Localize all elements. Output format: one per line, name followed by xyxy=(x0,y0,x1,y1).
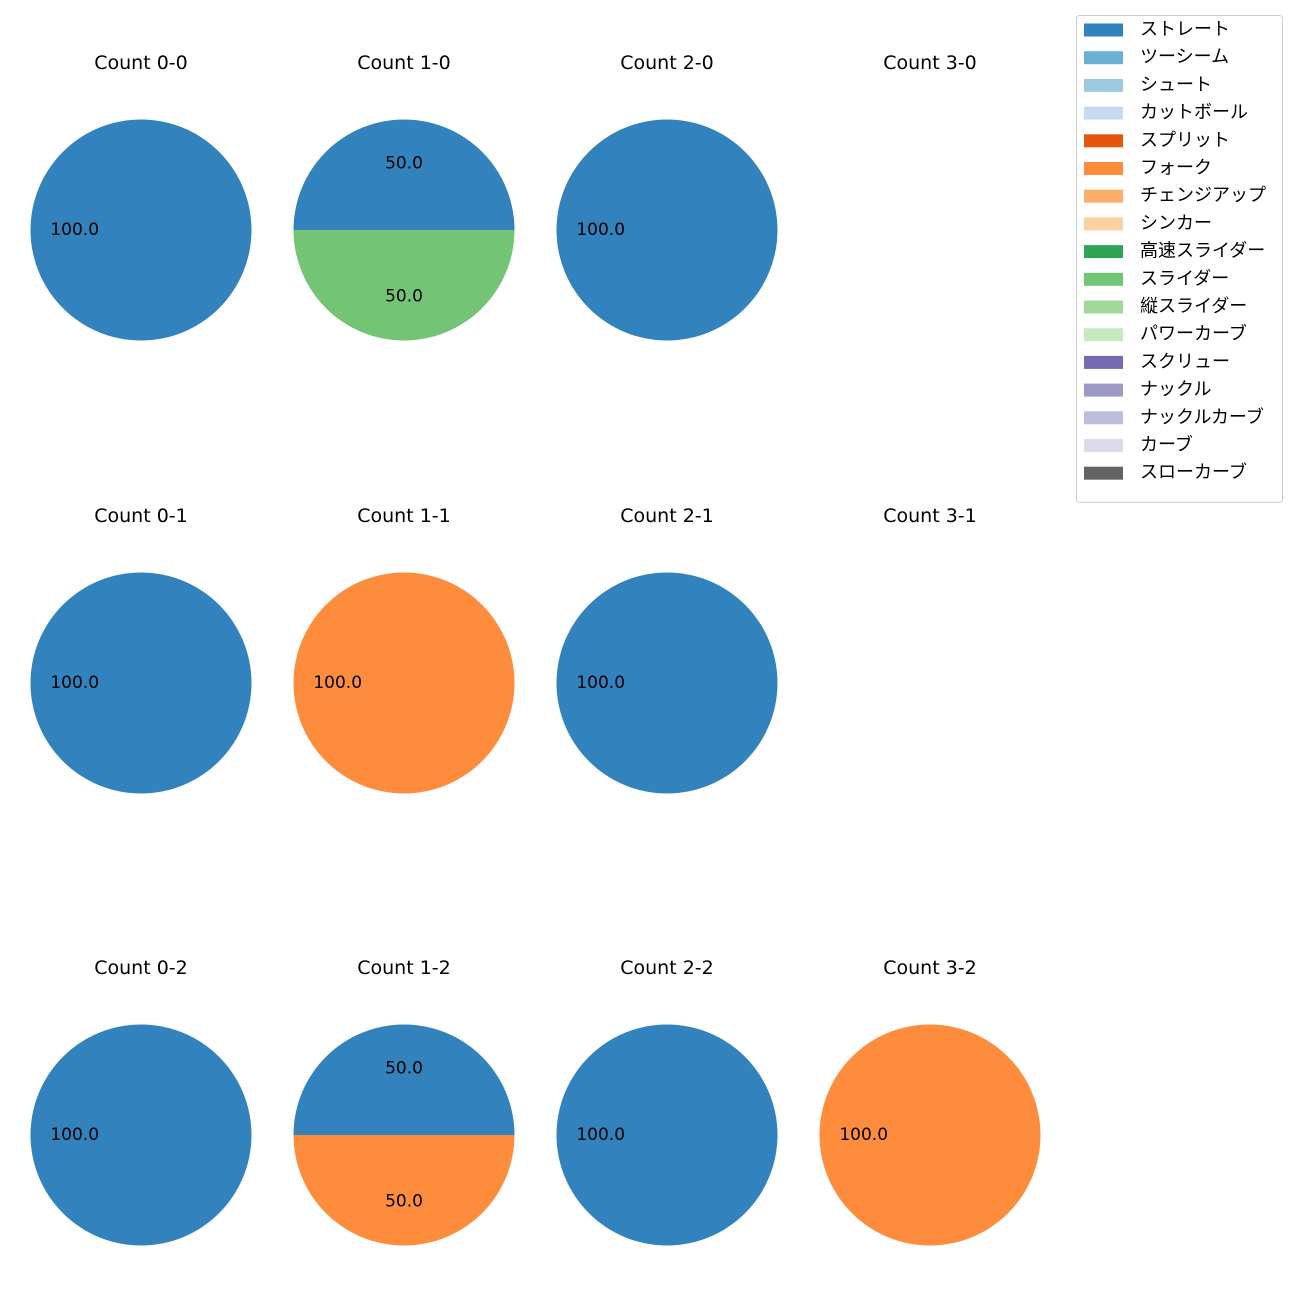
legend-label-10: 縦スライダー xyxy=(1140,296,1247,317)
legend-swatch-11 xyxy=(1084,328,1123,342)
pie-panel-count-0-0-title: Count 0-0 xyxy=(94,52,188,74)
pie-panel-count-0-2-slice-0 xyxy=(30,1024,252,1246)
legend-swatch-4 xyxy=(1084,134,1123,148)
pie-panel-count-0-1: Count 0-1 100.0 xyxy=(30,505,252,794)
pie-panel-count-0-0-slice-0 xyxy=(30,119,252,341)
legend-swatch-7 xyxy=(1084,217,1123,231)
legend-swatch-5 xyxy=(1084,162,1123,175)
pie-panel-count-3-2-slice-0-label: 100.0 xyxy=(839,1125,888,1145)
pie-panel-count-0-2-slice-0-label: 100.0 xyxy=(50,1125,99,1145)
pie-panel-count-3-2: Count 3-2 100.0 xyxy=(819,957,1041,1246)
legend-swatch-2 xyxy=(1084,78,1123,92)
legend-label-3: カットボール xyxy=(1140,102,1248,123)
legend-label-14: ナックルカーブ xyxy=(1140,406,1264,428)
pie-panel-count-0-1-slice-0 xyxy=(30,572,252,794)
pie-panel-count-2-1-slice-0-label: 100.0 xyxy=(576,673,625,693)
pie-panel-count-1-0: Count 1-0 50.0 50.0 xyxy=(293,52,515,341)
legend-label-8: 高速スライダー xyxy=(1140,241,1265,262)
legend-label-4: スプリット xyxy=(1140,130,1230,151)
pie-panel-count-1-2-slice-0 xyxy=(293,1024,515,1135)
legend-label-1: ツーシーム xyxy=(1140,47,1229,68)
pie-panel-count-2-1-slice-0 xyxy=(556,572,778,794)
legend-swatch-12 xyxy=(1084,355,1123,369)
pie-panel-count-3-0-title: Count 3-0 xyxy=(883,52,977,74)
pie-panel-count-0-2: Count 0-2 100.0 xyxy=(30,957,252,1246)
pie-panel-count-2-0-slice-0 xyxy=(556,119,778,341)
legend-label-15: カーブ xyxy=(1140,434,1193,456)
pie-panel-count-2-1: Count 2-1 100.0 xyxy=(556,505,778,794)
pie-panel-count-1-0-title: Count 1-0 xyxy=(357,52,451,74)
legend-label-2: シュート xyxy=(1140,74,1212,95)
pie-panel-count-2-1-title: Count 2-1 xyxy=(620,505,714,527)
pie-panel-count-1-2-title: Count 1-2 xyxy=(357,957,451,979)
pie-panel-count-2-0-title: Count 2-0 xyxy=(620,52,714,74)
legend-swatch-9 xyxy=(1084,272,1123,286)
legend-label-7: シンカー xyxy=(1140,213,1212,234)
legend-swatch-1 xyxy=(1084,51,1123,65)
legend-swatch-3 xyxy=(1084,106,1123,120)
legend-label-11: パワーカーブ xyxy=(1140,323,1247,345)
pie-panel-count-0-2-title: Count 0-2 xyxy=(94,957,188,979)
pie-panel-count-1-1: Count 1-1 100.0 xyxy=(293,505,515,794)
pie-panel-count-1-0-slice-1-label: 50.0 xyxy=(385,286,423,306)
legend-swatch-0 xyxy=(1084,23,1123,37)
pie-panel-count-0-1-slice-0-label: 100.0 xyxy=(50,673,99,693)
legend-label-9: スライダー xyxy=(1140,268,1229,289)
pie-panel-count-1-2-slice-0-label: 50.0 xyxy=(385,1059,423,1079)
pie-panel-count-1-1-slice-0-label: 100.0 xyxy=(313,673,362,693)
pie-panel-count-3-2-title: Count 3-2 xyxy=(883,957,977,979)
legend-label-16: スローカーブ xyxy=(1140,461,1247,483)
legend: ストレートツーシームシュートカットボールスプリットフォークチェンジアップシンカー… xyxy=(1076,15,1283,503)
pie-panel-count-1-2: Count 1-2 50.0 50.0 xyxy=(293,957,515,1246)
pie-panel-count-2-0: Count 2-0 100.0 xyxy=(556,52,778,341)
pie-panel-count-1-0-slice-0-label: 50.0 xyxy=(385,154,423,174)
legend-label-0: ストレート xyxy=(1140,19,1230,40)
pie-panel-count-1-2-slice-1 xyxy=(293,1135,515,1246)
pie-panel-count-1-1-slice-0 xyxy=(293,572,515,794)
pie-panel-count-0-1-title: Count 0-1 xyxy=(94,505,188,527)
pie-panel-count-3-1: Count 3-1 xyxy=(883,505,977,527)
pie-panel-count-2-2-slice-0-label: 100.0 xyxy=(576,1125,625,1145)
pie-panel-count-1-0-slice-1 xyxy=(293,230,515,341)
pie-panel-count-3-0: Count 3-0 xyxy=(883,52,977,74)
legend-swatch-13 xyxy=(1084,383,1123,397)
legend-swatch-10 xyxy=(1084,300,1123,314)
pie-panel-count-3-1-title: Count 3-1 xyxy=(883,505,977,527)
pie-panel-count-0-0: Count 0-0 100.0 xyxy=(30,52,252,341)
pie-panel-count-0-0-slice-0-label: 100.0 xyxy=(50,220,99,240)
legend-swatch-6 xyxy=(1084,189,1123,203)
legend-label-13: ナックル xyxy=(1140,379,1211,400)
legend-swatch-14 xyxy=(1084,411,1123,425)
pie-panel-count-1-1-title: Count 1-1 xyxy=(357,505,451,527)
legend-label-6: チェンジアップ xyxy=(1140,185,1266,206)
pie-panel-count-1-2-slice-1-label: 50.0 xyxy=(385,1191,423,1211)
pie-panel-count-2-2: Count 2-2 100.0 xyxy=(556,957,778,1246)
legend-swatch-16 xyxy=(1084,466,1123,480)
legend-swatch-15 xyxy=(1084,439,1123,452)
pie-panel-count-2-2-title: Count 2-2 xyxy=(620,957,714,979)
legend-swatch-8 xyxy=(1084,245,1123,259)
legend-label-5: フォーク xyxy=(1140,158,1212,179)
pie-panel-count-1-0-slice-0 xyxy=(293,119,515,230)
legend-frame xyxy=(1076,15,1283,503)
pie-panel-count-2-0-slice-0-label: 100.0 xyxy=(576,220,625,240)
pie-panel-count-2-2-slice-0 xyxy=(556,1024,778,1246)
pie-panel-count-3-2-slice-0 xyxy=(819,1024,1041,1246)
legend-label-12: スクリュー xyxy=(1140,351,1230,372)
